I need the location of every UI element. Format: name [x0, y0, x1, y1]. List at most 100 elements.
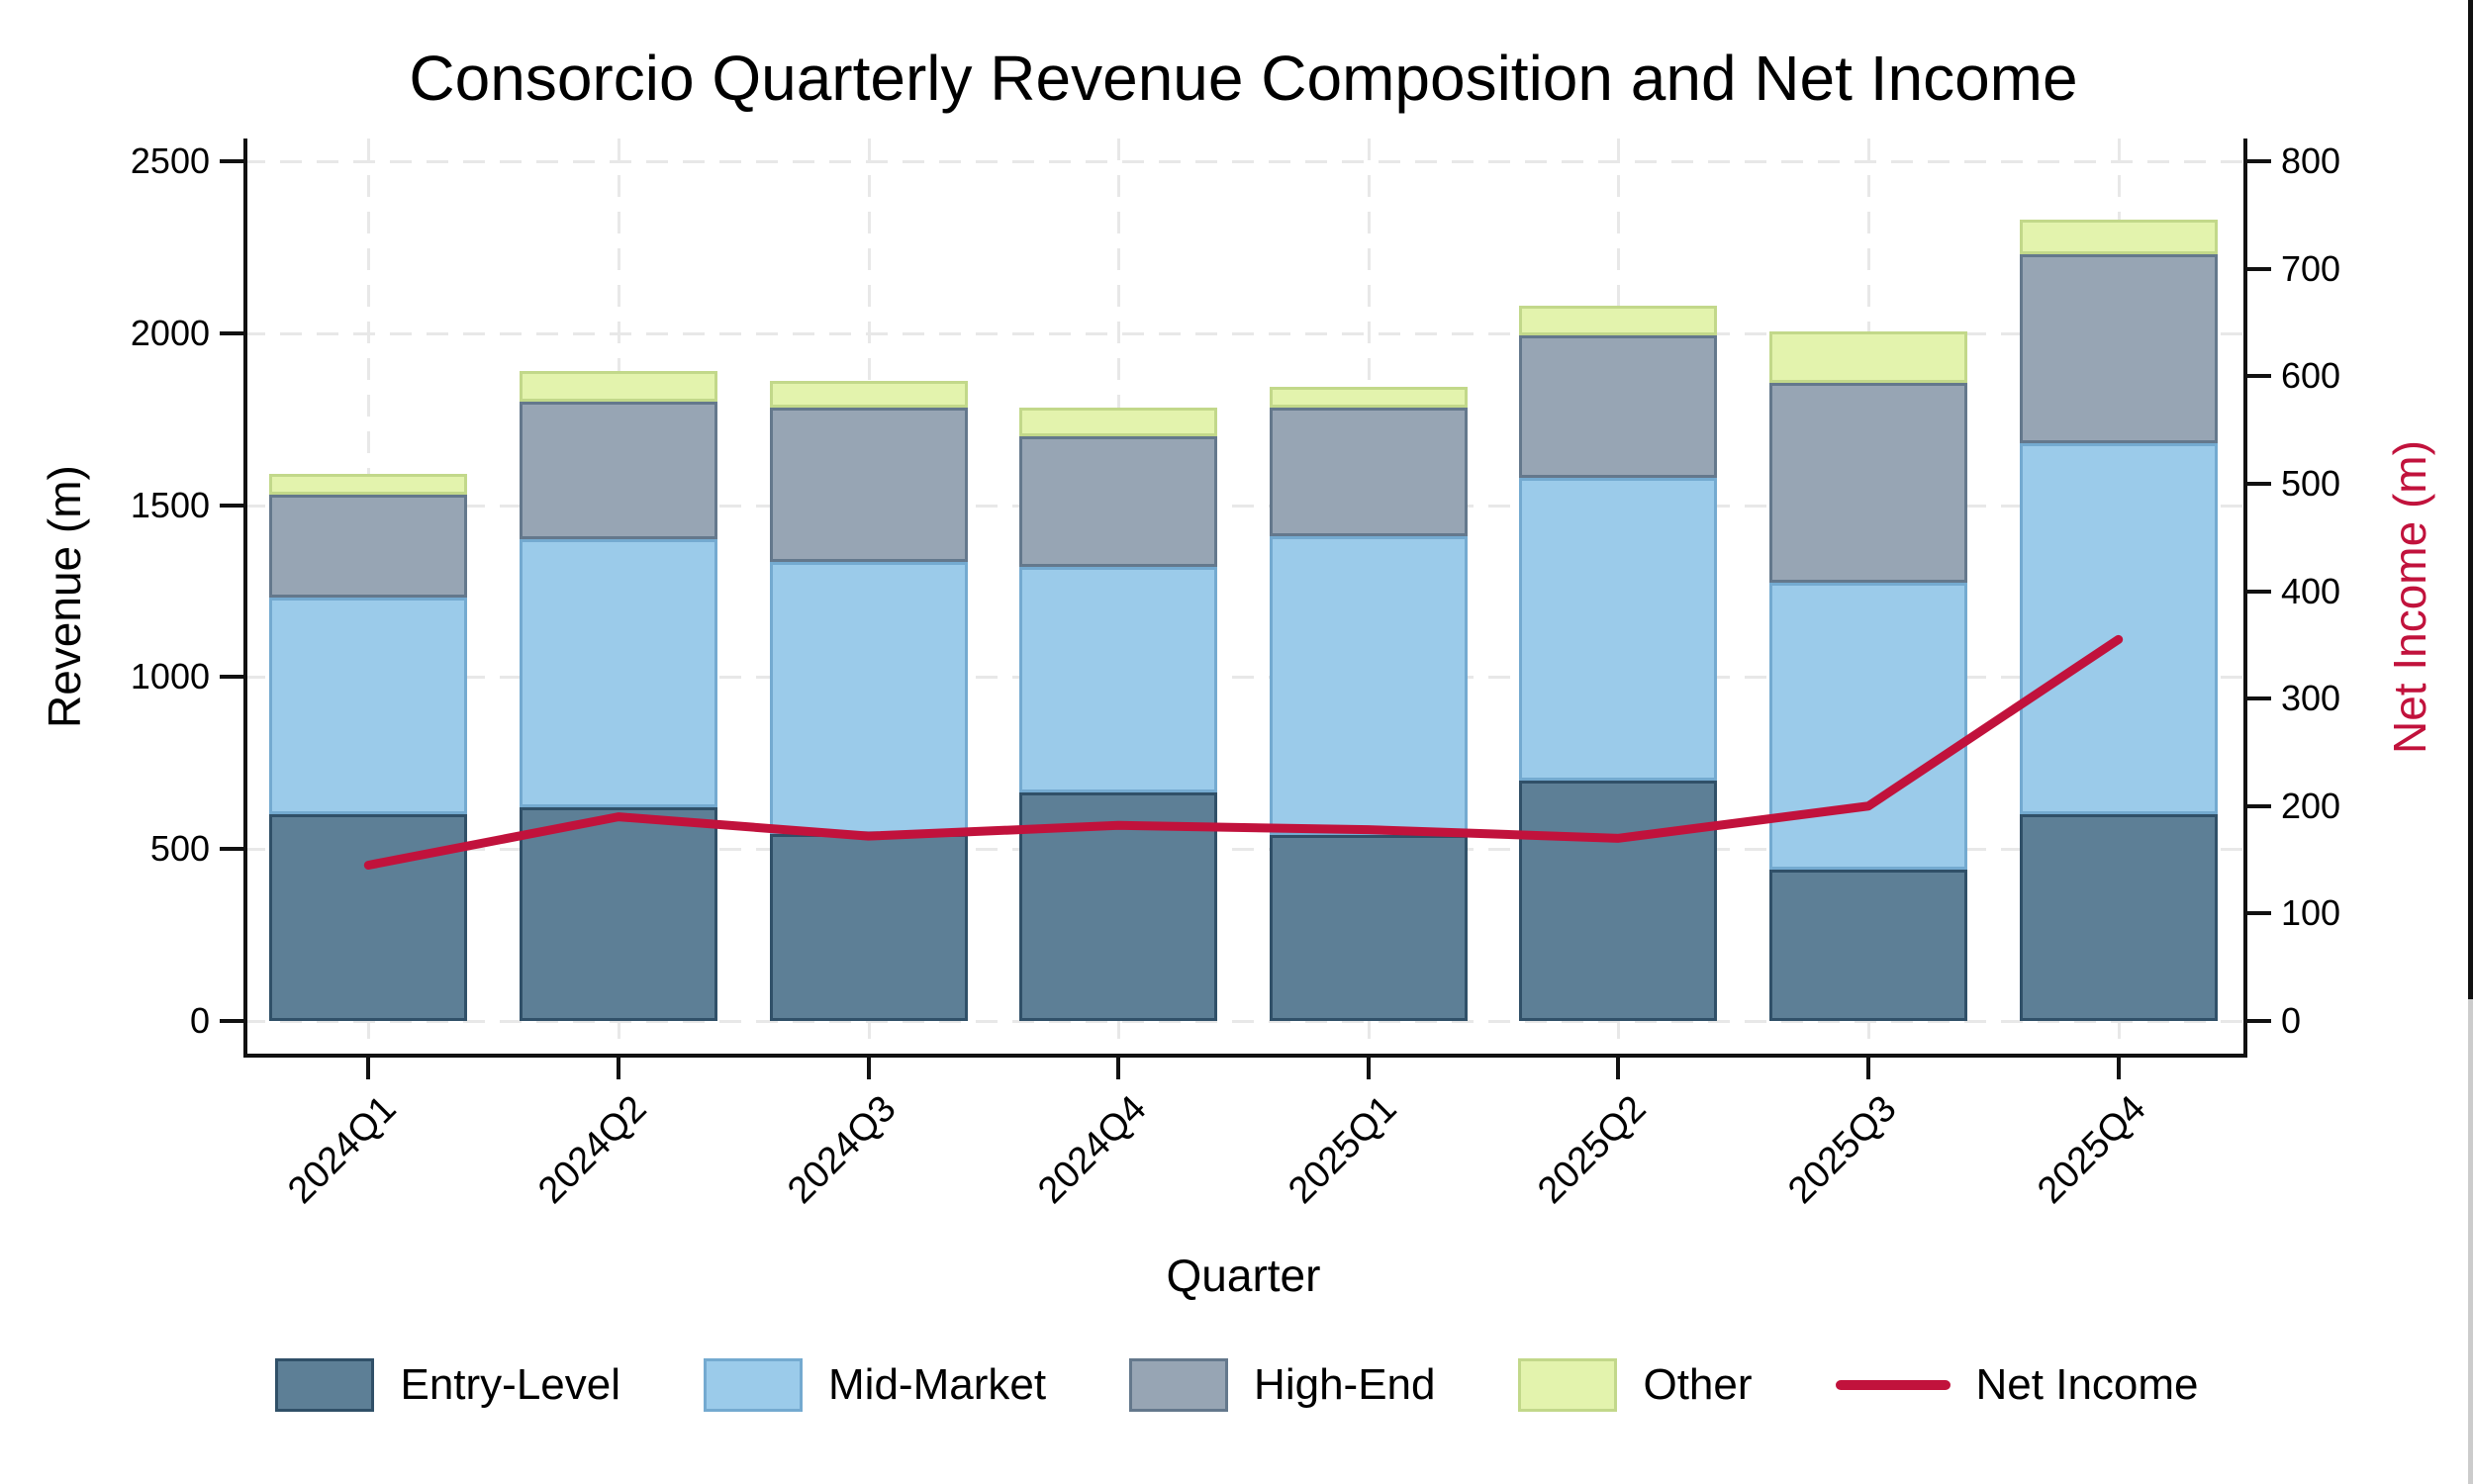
legend-item-other: Other	[1518, 1358, 1753, 1412]
bar-segment-mid-market	[1019, 567, 1218, 792]
legend-item-high-end: High-End	[1129, 1358, 1435, 1412]
right-y-tick-label: 800	[2281, 140, 2341, 181]
legend-swatch	[275, 1358, 375, 1412]
bar-segment-other	[769, 381, 968, 408]
right-y-axis-title: Net Income (m)	[2384, 440, 2435, 754]
legend-item-net-income: Net Income	[1835, 1360, 2199, 1409]
x-tick	[1366, 1058, 1371, 1079]
chart-title: Consorcio Quarterly Revenue Composition …	[409, 43, 2078, 114]
x-tick	[616, 1058, 620, 1079]
right-y-tick-label: 600	[2281, 355, 2341, 397]
right-y-tick	[2247, 589, 2271, 594]
right-y-tick	[2247, 159, 2271, 163]
right-y-tick	[2247, 266, 2271, 271]
x-tick	[1616, 1058, 1621, 1079]
right-y-tick	[2247, 481, 2271, 486]
bar-segment-entry-level	[1519, 780, 1718, 1021]
bar-segment-entry-level	[2019, 814, 2218, 1021]
bar-segment-other	[1019, 407, 1218, 437]
legend-item-entry-level: Entry-Level	[275, 1358, 620, 1412]
bar-segment-other	[269, 474, 468, 496]
left-y-tick-label: 1000	[130, 656, 210, 697]
bar-segment-mid-market	[1269, 535, 1468, 836]
bar-segment-entry-level	[1019, 791, 1218, 1021]
bar-segment-other	[519, 371, 717, 403]
window-edge-line-light	[2468, 999, 2473, 1484]
bar-segment-high-end	[1019, 436, 1218, 568]
bar-segment-mid-market	[1769, 582, 1968, 871]
right-y-tick-label: 100	[2281, 892, 2341, 934]
x-tick-label: 2024Q4	[1030, 1087, 1155, 1212]
bar-segment-entry-level	[1269, 835, 1468, 1021]
bar-segment-other	[1269, 386, 1468, 408]
right-y-tick-label: 500	[2281, 462, 2341, 504]
x-tick	[2116, 1058, 2121, 1079]
left-y-tick-label: 2500	[130, 140, 210, 181]
legend-item-mid-market: Mid-Market	[704, 1358, 1046, 1412]
bar-segment-mid-market	[2019, 443, 2218, 815]
x-tick-label: 2024Q2	[529, 1087, 655, 1212]
window-edge-line-dark	[2468, 0, 2473, 999]
right-axis-spine	[2243, 139, 2247, 1058]
bar-segment-entry-level	[1769, 870, 1968, 1021]
x-tick	[1866, 1058, 1871, 1079]
x-axis-title: Quarter	[1166, 1250, 1321, 1301]
left-axis-spine	[243, 139, 247, 1058]
x-tick	[366, 1058, 371, 1079]
legend-label: High-End	[1254, 1360, 1436, 1409]
right-y-tick	[2247, 374, 2271, 379]
bar-segment-mid-market	[769, 561, 968, 834]
horizontal-gridline	[243, 504, 2243, 508]
horizontal-gridline	[243, 160, 2243, 163]
horizontal-gridline	[243, 331, 2243, 335]
legend-label: Net Income	[1975, 1360, 2199, 1409]
x-tick	[866, 1058, 871, 1079]
legend-swatch	[704, 1358, 804, 1412]
bar-segment-mid-market	[1519, 477, 1718, 781]
bar-segment-high-end	[1269, 407, 1468, 536]
right-y-tick-label: 400	[2281, 570, 2341, 611]
left-y-tick	[220, 675, 243, 680]
legend-line-sample	[1835, 1380, 1951, 1390]
bar-segment-other	[1769, 331, 1968, 384]
bar-segment-mid-market	[519, 539, 717, 808]
right-y-tick	[2247, 696, 2271, 701]
bar-segment-other	[2019, 220, 2218, 254]
left-y-tick	[220, 330, 243, 335]
legend-label: Other	[1643, 1360, 1753, 1409]
chart-legend: Entry-Level Mid-Market High-End Other Net In…	[0, 1334, 2474, 1437]
x-tick-label: 2024Q3	[780, 1087, 904, 1212]
x-tick-label: 2025Q1	[1280, 1087, 1405, 1212]
right-y-tick-label: 300	[2281, 678, 2341, 719]
right-y-tick-label: 200	[2281, 785, 2341, 826]
bar-segment-high-end	[269, 495, 468, 599]
right-y-tick-label: 700	[2281, 247, 2341, 289]
x-tick-label: 2024Q1	[280, 1087, 405, 1212]
bar-segment-high-end	[2019, 253, 2218, 444]
right-y-tick	[2247, 803, 2271, 808]
bar-segment-mid-market	[269, 598, 468, 815]
bar-segment-entry-level	[269, 814, 468, 1021]
bar-segment-entry-level	[519, 807, 717, 1021]
left-y-tick-label: 500	[149, 828, 210, 870]
bottom-axis-spine	[243, 1054, 2247, 1058]
left-y-tick	[220, 503, 243, 508]
x-tick-label: 2025Q4	[2030, 1087, 2154, 1212]
right-y-tick	[2247, 1019, 2271, 1023]
x-tick-label: 2025Q2	[1530, 1087, 1655, 1212]
bar-segment-high-end	[769, 407, 968, 562]
left-y-tick	[220, 159, 243, 163]
left-y-tick-label: 2000	[130, 312, 210, 353]
left-y-tick-label: 1500	[130, 484, 210, 525]
left-y-axis-title: Revenue (m)	[39, 465, 90, 729]
legend-swatch	[1129, 1358, 1229, 1412]
bar-segment-high-end	[1769, 383, 1968, 583]
legend-swatch	[1518, 1358, 1618, 1412]
legend-label: Mid-Market	[828, 1360, 1047, 1409]
left-y-tick	[220, 1019, 243, 1023]
x-tick	[1116, 1058, 1121, 1079]
left-y-tick-label: 0	[189, 1000, 210, 1041]
bar-segment-entry-level	[769, 833, 968, 1021]
